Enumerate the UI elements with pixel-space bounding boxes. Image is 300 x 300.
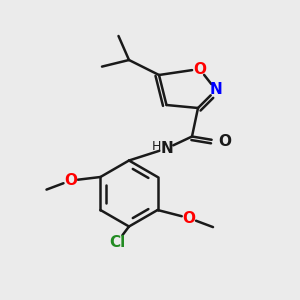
Text: H: H [151, 140, 161, 153]
Text: O: O [193, 61, 206, 76]
Text: Cl: Cl [109, 235, 125, 250]
Text: O: O [182, 211, 196, 226]
Text: N: N [210, 82, 222, 98]
Text: N: N [160, 141, 173, 156]
Text: O: O [64, 173, 77, 188]
Text: O: O [218, 134, 231, 148]
